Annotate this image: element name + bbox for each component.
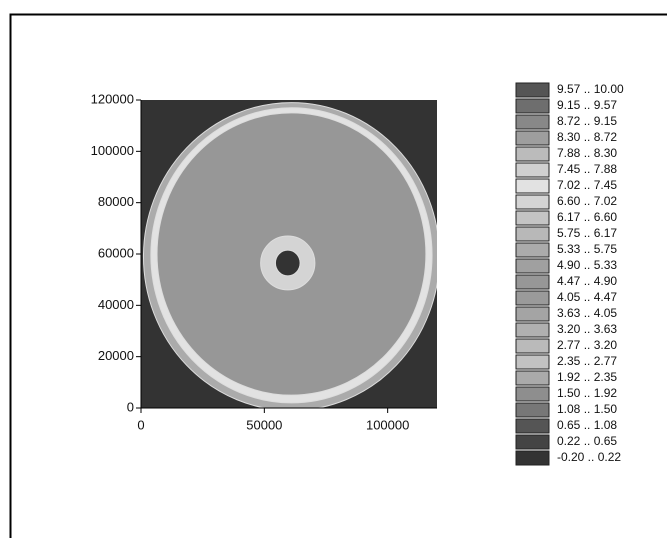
legend-swatch [516, 131, 549, 145]
y-tick-label: 100000 [91, 143, 134, 158]
legend-label: 0.65 .. 1.08 [557, 418, 617, 432]
legend-swatch [516, 355, 549, 369]
legend-swatch [516, 243, 549, 257]
legend-label: 1.50 .. 1.92 [557, 386, 617, 400]
y-tick-label: 0 [127, 399, 134, 414]
legend-swatch [516, 403, 549, 417]
legend-swatch [516, 291, 549, 305]
legend-label: 8.30 .. 8.72 [557, 130, 617, 144]
legend-label: 2.77 .. 3.20 [557, 338, 617, 352]
y-tick-label: 60000 [98, 245, 134, 260]
legend-swatch [516, 259, 549, 273]
plot-area [141, 100, 439, 411]
y-tick-label: 80000 [98, 194, 134, 209]
legend-swatch [516, 163, 549, 177]
legend-swatch [516, 99, 549, 113]
legend-swatch [516, 275, 549, 289]
legend-label: 4.90 .. 5.33 [557, 258, 617, 272]
legend: 9.57 .. 10.00 9.15 .. 9.57 8.72 .. 9.15 8.3… [516, 82, 624, 465]
legend-swatch [516, 419, 549, 433]
legend-swatch [516, 451, 549, 465]
y-tick-label: 120000 [91, 91, 134, 106]
legend-label: 4.47 .. 4.90 [557, 274, 617, 288]
legend-label: 7.88 .. 8.30 [557, 146, 617, 160]
legend-label: 9.57 .. 10.00 [557, 82, 624, 96]
contour-region [275, 250, 300, 276]
legend-label: 9.15 .. 9.57 [557, 98, 617, 112]
legend-label: 1.08 .. 1.50 [557, 402, 617, 416]
legend-label: 2.35 .. 2.77 [557, 354, 617, 368]
chart: 0 20000 40000 60000 80000 100000 120000 0 50000 1… [0, 0, 667, 538]
y-tick-label: 40000 [98, 297, 134, 312]
legend-label: 0.22 .. 0.65 [557, 434, 617, 448]
legend-label: -0.20 .. 0.22 [557, 450, 621, 464]
legend-swatch [516, 227, 549, 241]
legend-label: 6.17 .. 6.60 [557, 210, 617, 224]
legend-swatch [516, 435, 549, 449]
legend-swatch [516, 339, 549, 353]
legend-label: 3.20 .. 3.63 [557, 322, 617, 336]
legend-swatch [516, 195, 549, 209]
x-tick-label: 100000 [366, 417, 409, 432]
legend-swatch [516, 387, 549, 401]
legend-label: 8.72 .. 9.15 [557, 114, 617, 128]
legend-swatch [516, 323, 549, 337]
legend-label: 1.92 .. 2.35 [557, 370, 617, 384]
legend-label: 5.33 .. 5.75 [557, 242, 617, 256]
legend-swatch [516, 147, 549, 161]
legend-label: 5.75 .. 6.17 [557, 226, 617, 240]
legend-label: 4.05 .. 4.47 [557, 290, 617, 304]
x-tick-label: 50000 [246, 417, 282, 432]
legend-label: 6.60 .. 7.02 [557, 194, 617, 208]
legend-label: 7.45 .. 7.88 [557, 162, 617, 176]
legend-swatch [516, 211, 549, 225]
legend-swatch [516, 307, 549, 321]
legend-swatch [516, 115, 549, 129]
legend-swatch [516, 371, 549, 385]
x-tick-label: 0 [137, 417, 144, 432]
legend-label: 3.63 .. 4.05 [557, 306, 617, 320]
legend-swatch [516, 179, 549, 193]
legend-swatch [516, 83, 549, 97]
y-tick-label: 20000 [98, 348, 134, 363]
legend-label: 7.02 .. 7.45 [557, 178, 617, 192]
